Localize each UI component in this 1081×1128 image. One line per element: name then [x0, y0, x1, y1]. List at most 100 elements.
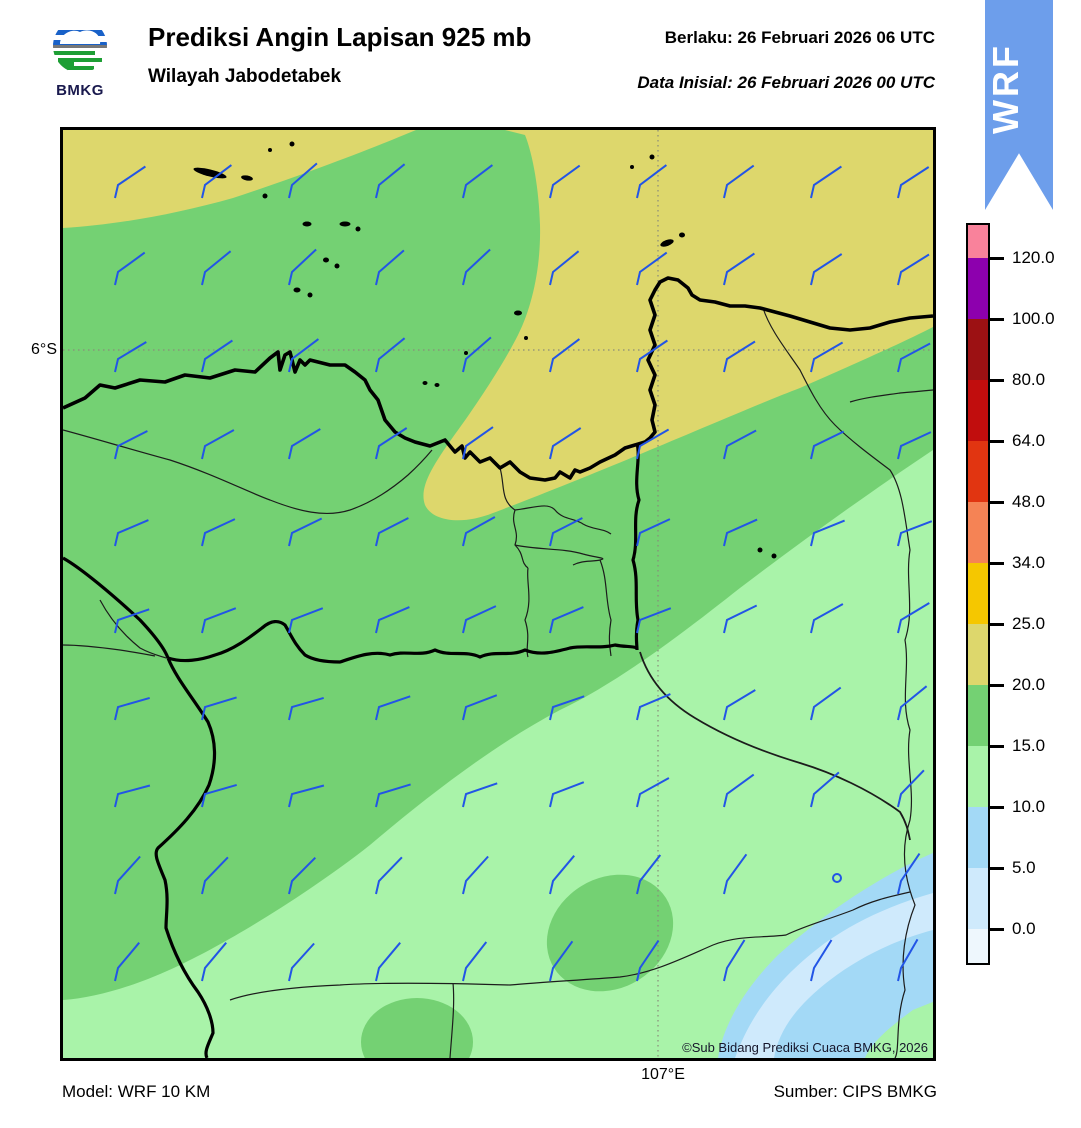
legend-tick — [990, 440, 1004, 443]
legend-tick-label: 20.0 — [1012, 675, 1046, 694]
wind-barb — [201, 942, 227, 982]
wind-barb — [810, 519, 845, 547]
wind-barb — [723, 429, 757, 460]
wind-barb — [810, 165, 842, 199]
shade-paleblue-band — [735, 893, 933, 1058]
wind-barb — [201, 339, 233, 373]
legend-tick-label: 80.0 — [1012, 370, 1046, 389]
wind-barb — [375, 942, 401, 982]
legend-segment — [968, 868, 988, 929]
wind-barb — [636, 339, 668, 373]
wind-barb — [114, 696, 150, 721]
wind-map-panel: ©Sub Bidang Prediksi Cuaca BMKG, 2026 — [60, 127, 936, 1061]
legend-segment — [968, 319, 988, 380]
wind-barb — [897, 602, 930, 634]
wind-barb — [723, 340, 756, 373]
wind-barb — [636, 777, 670, 808]
latitude-label: 6°S — [31, 341, 57, 358]
wind-barb — [636, 940, 660, 982]
wind-barb — [114, 165, 146, 199]
wind-barb — [549, 855, 575, 895]
wind-barb — [201, 783, 237, 808]
wind-barb — [549, 250, 580, 286]
valid-time-label: Berlaku: 26 Februari 2026 06 UTC — [664, 28, 935, 47]
wind-map-canvas — [63, 130, 933, 1058]
legend-color-bar — [966, 223, 990, 965]
legend-tick-label: 64.0 — [1012, 431, 1046, 450]
legend-tick — [990, 806, 1004, 809]
wind-barb — [375, 606, 410, 634]
legend-tick — [990, 867, 1004, 870]
wind-barb — [462, 426, 494, 460]
wind-barb — [375, 856, 403, 895]
wind-barb — [549, 164, 581, 199]
wind-barb — [462, 516, 496, 547]
admin-boundary-medium — [639, 651, 911, 841]
wind-barb — [462, 782, 498, 808]
legend-segment — [968, 746, 988, 807]
wind-barb — [201, 856, 229, 895]
wind-barb — [636, 607, 672, 634]
bmkg-logo-text: BMKG — [56, 82, 104, 99]
legend-tick-label: 48.0 — [1012, 492, 1046, 511]
wind-barb — [636, 693, 671, 721]
wind-barb — [288, 696, 324, 721]
legend-tick-label: 120.0 — [1012, 248, 1055, 267]
wind-barb — [114, 341, 147, 373]
wind-barb — [462, 248, 491, 286]
wind-barb — [288, 162, 318, 199]
graticule-gridlines — [63, 130, 933, 1058]
wind-barb — [462, 941, 488, 982]
legend-tick — [990, 745, 1004, 748]
wind-barbs — [114, 162, 933, 982]
wind-barb — [810, 430, 845, 460]
wind-barb — [549, 606, 584, 634]
wind-speed-shading — [63, 130, 933, 1058]
wind-barb — [549, 695, 585, 721]
wind-barb — [288, 338, 320, 373]
wrf-ribbon-banner: WRF — [985, 0, 1053, 210]
wind-barb — [114, 784, 151, 808]
longitude-label: 107°E — [641, 1066, 685, 1083]
legend-tick-label: 100.0 — [1012, 309, 1055, 328]
source-label: Sumber: CIPS BMKG — [773, 1082, 937, 1101]
legend-tick — [990, 257, 1004, 260]
legend-tick-label: 5.0 — [1012, 858, 1036, 877]
legend-tick-label: 15.0 — [1012, 736, 1046, 755]
wind-barb — [375, 517, 409, 547]
wind-barb — [375, 695, 411, 721]
legend-tick-label: 25.0 — [1012, 614, 1046, 633]
wind-speed-legend: 120.0 100.0 80.0 64.0 48.0 34.0 25.0 20.0 15.0 10… — [966, 223, 1076, 969]
wind-barb — [288, 428, 321, 460]
wind-barb — [549, 517, 583, 547]
wind-barb — [549, 940, 574, 982]
wind-barb — [897, 431, 932, 460]
wind-barb — [549, 781, 585, 808]
wind-barb — [897, 166, 930, 199]
wind-barb — [288, 517, 323, 547]
wind-barb — [723, 853, 748, 895]
wind-barb — [114, 251, 146, 286]
wind-barb — [810, 771, 840, 808]
wind-barb — [375, 163, 406, 199]
wind-barb — [201, 164, 233, 199]
wind-barb — [810, 603, 844, 634]
wind-barb — [636, 164, 668, 199]
wind-barb — [201, 429, 235, 460]
coastline — [63, 276, 933, 482]
wind-barb — [462, 855, 489, 895]
wind-barb — [636, 251, 668, 286]
wind-barb — [549, 427, 582, 460]
legend-tick — [990, 928, 1004, 931]
wind-barb — [897, 342, 931, 373]
wind-barb — [636, 518, 671, 547]
legend-segment — [968, 380, 988, 441]
wind-barb — [201, 250, 232, 286]
bmkg-logo: BMKG — [50, 16, 110, 99]
wind-barb — [897, 253, 930, 286]
wind-barb — [723, 773, 755, 808]
legend-tick — [990, 562, 1004, 565]
wind-barb — [375, 337, 406, 373]
wind-barb — [288, 248, 317, 286]
